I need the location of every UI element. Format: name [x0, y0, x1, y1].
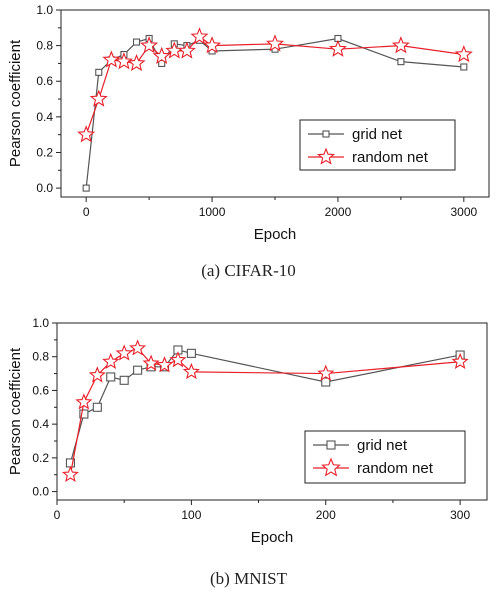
x-tick-label: 0 [83, 205, 90, 219]
x-tick-label: 200 [316, 508, 336, 522]
data-point-random-net [328, 39, 347, 57]
legend-label: random net [352, 149, 429, 166]
legend-box [304, 430, 466, 484]
data-point-random-net [127, 53, 146, 72]
data-point-grid-net [106, 372, 116, 382]
data-point-random-net [115, 344, 133, 361]
y-tick-label: 0.8 [36, 39, 53, 53]
data-point-grid-net [82, 184, 90, 192]
data-point-grid-net [321, 377, 331, 387]
data-point-random-net [102, 352, 120, 370]
data-point-random-net [129, 339, 147, 356]
legend-marker-star [321, 457, 341, 477]
data-point-random-net [140, 36, 159, 54]
data-point-grid-net [132, 38, 141, 46]
data-point-grid-net [133, 365, 143, 375]
data-point-grid-net [460, 63, 468, 71]
y-tick-label: 0.0 [36, 181, 53, 195]
data-point-random-net [61, 465, 79, 482]
data-point-random-net [451, 352, 469, 370]
data-point-random-net [89, 89, 108, 107]
x-tick-label: 100 [181, 508, 201, 522]
chart-mnist: 0.0 0.2 0.4 0.6 0.8 1.0 0 100 200 300 Epoch Pearson… [7, 316, 488, 546]
data-point-random-net [114, 52, 133, 70]
data-point-random-net [152, 46, 171, 64]
x-axis-label: Epoch [254, 226, 297, 243]
data-point-random-net [454, 45, 473, 63]
data-point-random-net [88, 366, 106, 383]
legend-box [299, 119, 456, 171]
y-tick-label: 0.4 [36, 110, 53, 124]
data-point-grid-net [119, 375, 129, 385]
y-tick-label: 0.6 [36, 74, 53, 88]
data-point-grid-net [79, 409, 89, 419]
data-point-random-net [77, 125, 96, 143]
data-point-grid-net [397, 58, 405, 66]
legend-marker-star [316, 147, 336, 165]
y-tick-label: 0.0 [32, 485, 49, 499]
data-point-grid-net [92, 402, 102, 412]
data-point-grid-net [95, 68, 103, 76]
data-point-random-net [75, 393, 93, 410]
x-tick-label: 1000 [199, 205, 226, 219]
data-point-random-net [265, 34, 285, 52]
legend-label: grid net [357, 437, 408, 454]
data-point-random-net [182, 362, 200, 380]
chart-cifar10: 0.0 0.2 0.4 0.6 0.8 1.0 0 1000 2000 3000 Epoch Pear… [7, 3, 490, 243]
y-axis-label: Pearson coefficient [7, 39, 24, 167]
data-point-random-net [317, 364, 335, 381]
y-tick-label: 0.8 [32, 350, 49, 364]
data-point-random-net [391, 36, 410, 54]
legend: grid net random net [299, 119, 456, 171]
x-axis-label: Epoch [251, 529, 294, 546]
y-axis-label: Pearson coefficient [7, 347, 24, 475]
legend-label: grid net [352, 126, 403, 143]
x-tick-label: 300 [450, 508, 470, 522]
data-point-random-net [155, 356, 174, 373]
data-point-random-net [177, 41, 196, 59]
legend-marker-square [322, 130, 330, 138]
caption-cifar10: (a) CIFAR-10 [201, 261, 296, 280]
data-point-random-net [169, 351, 187, 368]
y-tick-label: 0.2 [36, 145, 53, 159]
data-point-random-net [142, 354, 160, 371]
legend-label: random net [357, 460, 434, 477]
data-point-random-net [190, 27, 209, 45]
x-tick-label: 2000 [325, 205, 352, 219]
caption-mnist: (b) MNIST [210, 569, 287, 588]
y-tick-label: 1.0 [36, 3, 53, 17]
y-tick-label: 1.0 [32, 316, 49, 330]
y-tick-label: 0.2 [32, 451, 49, 465]
legend-marker-square [326, 440, 336, 450]
x-tick-label: 0 [54, 508, 61, 522]
y-tick-label: 0.4 [32, 417, 49, 431]
data-point-grid-net [186, 348, 196, 358]
x-tick-label: 3000 [450, 205, 477, 219]
data-point-random-net [203, 36, 222, 54]
y-tick-label: 0.6 [32, 383, 49, 397]
data-point-random-net [102, 50, 121, 68]
plot-frame [56, 322, 488, 501]
legend: grid net random net [304, 430, 466, 484]
